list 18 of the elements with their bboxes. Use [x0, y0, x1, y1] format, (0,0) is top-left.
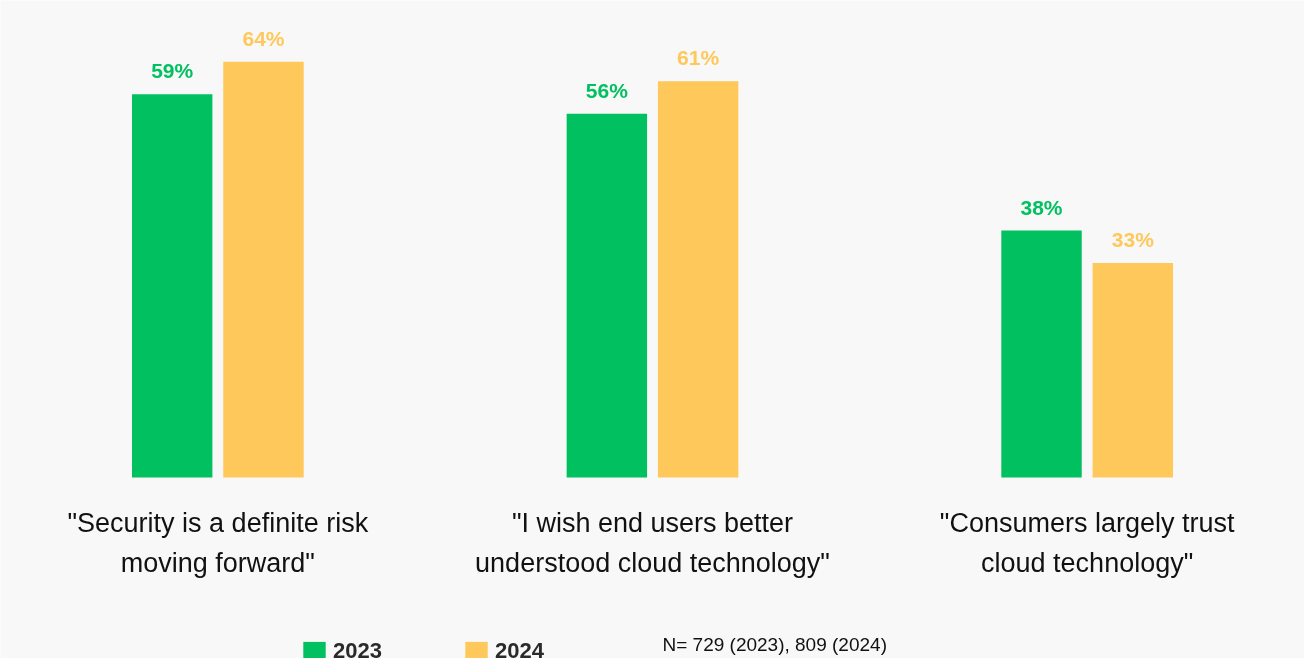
data-label: 56% — [585, 78, 629, 102]
bar — [657, 81, 739, 478]
bar — [1001, 230, 1082, 478]
legend-label: 2024 — [494, 638, 544, 658]
x-tick-label: "I wish end users better understood cloud technology" — [475, 507, 830, 579]
data-label: 59% — [151, 59, 194, 83]
legend-label: 2023 — [333, 638, 382, 658]
bar — [223, 61, 304, 478]
data-label: 61% — [677, 46, 720, 70]
bar — [566, 113, 648, 478]
data-label: 33% — [1111, 228, 1155, 252]
x-tick-label: "Consumers largely trust cloud technology" — [939, 507, 1236, 579]
x-tick-label: "Security is a definite risk moving forward" — [67, 507, 369, 579]
text: N= 729 (2023), 809 (2024) — [662, 633, 887, 655]
data-label: 38% — [1020, 195, 1063, 219]
bar — [131, 94, 213, 478]
bar — [1092, 263, 1174, 478]
data-label: 64% — [242, 26, 285, 50]
